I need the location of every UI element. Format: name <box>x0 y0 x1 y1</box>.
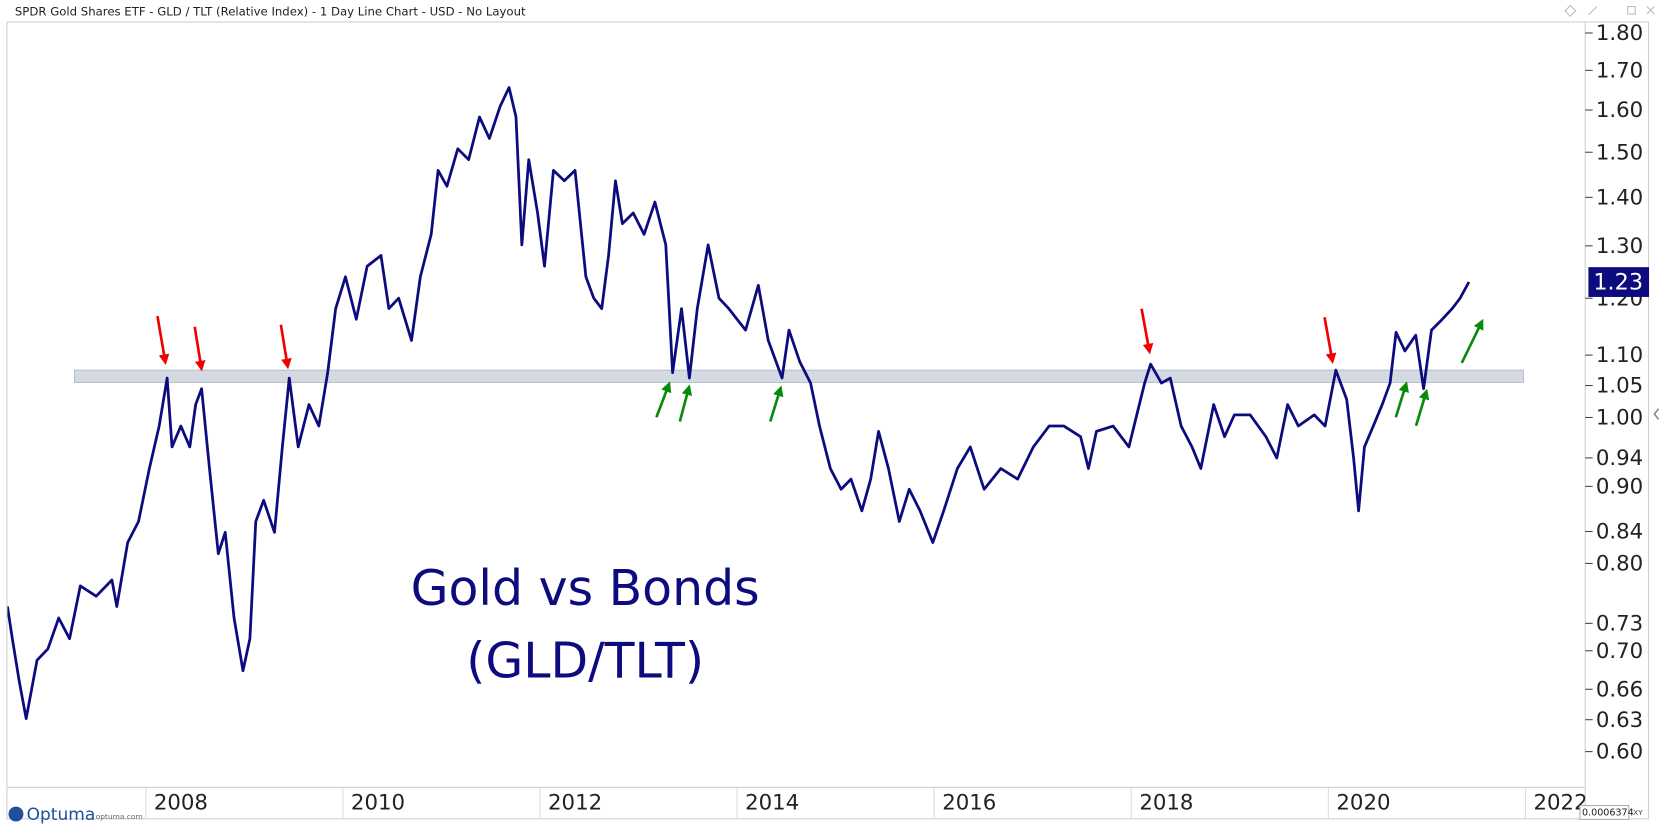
collapse-icon[interactable] <box>1653 408 1660 420</box>
readout-mode[interactable]: XY <box>1633 808 1643 817</box>
arrows <box>156 308 1484 427</box>
plot-area <box>7 86 1525 721</box>
y-tick-label: 1.10 <box>1596 343 1643 368</box>
y-tick-label: 1.70 <box>1596 58 1643 83</box>
logo: Optuma optuma.com <box>8 805 143 825</box>
y-tick-label: 1.60 <box>1596 98 1643 123</box>
red-arrow <box>1323 316 1337 364</box>
y-tick-label: 1.80 <box>1596 21 1643 46</box>
readout: 0.0006374 <box>1582 807 1634 818</box>
green-arrow <box>768 385 784 422</box>
x-tick-label: 2014 <box>745 790 799 815</box>
x-tick-label: 2022 <box>1534 790 1588 815</box>
y-tick-label: 0.80 <box>1596 551 1643 576</box>
readout-box <box>1579 805 1630 820</box>
price-line <box>7 86 1471 721</box>
y-tick-label: 0.84 <box>1596 520 1643 545</box>
green-arrow <box>655 381 672 418</box>
y-tick-label: 0.90 <box>1596 474 1643 499</box>
y-tick-label: 1.00 <box>1596 406 1643 431</box>
y-tick-label: 1.40 <box>1596 185 1643 210</box>
x-axis: 2008 2010 2012 2014 2016 2018 2020 2022 <box>145 787 1588 820</box>
frame <box>6 21 1650 820</box>
logo-mark <box>8 806 24 822</box>
x-tick-label: 2010 <box>351 790 405 815</box>
annotation: Gold vs Bonds <box>411 560 760 617</box>
y-tick-label: 0.60 <box>1596 740 1643 765</box>
y-tick-label: 0.63 <box>1596 708 1643 733</box>
logo-text: Optuma <box>27 805 96 825</box>
y-tick-label: 1.05 <box>1596 374 1643 399</box>
y-tick-label: 0.66 <box>1596 677 1643 702</box>
red-arrow <box>1140 308 1154 355</box>
last-value-label: 1.23 <box>1593 270 1643 296</box>
logo-site: optuma.com <box>96 812 143 821</box>
y-tick-label: 1.50 <box>1596 140 1643 165</box>
x-tick-label: 2016 <box>942 790 996 815</box>
y-tick-label: 0.73 <box>1596 611 1643 636</box>
green-arrow <box>678 384 693 422</box>
green-arrow <box>1414 388 1430 427</box>
last-value-box <box>1588 267 1650 297</box>
red-arrow <box>156 315 170 366</box>
x-tick-label: 2008 <box>154 790 208 815</box>
x-tick-label: 2012 <box>548 790 602 815</box>
x-tick-label: 2020 <box>1336 790 1390 815</box>
red-arrow <box>193 326 206 372</box>
green-arrow <box>1460 318 1484 364</box>
chart-title: SPDR Gold Shares ETF - GLD / TLT (Relati… <box>15 4 526 18</box>
y-tick-label: 0.94 <box>1596 446 1643 471</box>
y-tick-label: 0.70 <box>1596 639 1643 664</box>
y-axis: 1.801.701.601.501.401.301.201.101.051.00… <box>1585 21 1643 765</box>
support-zone <box>73 369 1525 383</box>
red-arrow <box>279 324 292 370</box>
annotation: (GLD/TLT) <box>466 633 704 690</box>
y-tick-label: 1.30 <box>1596 234 1643 259</box>
green-arrow <box>1394 381 1409 418</box>
x-tick-label: 2018 <box>1139 790 1193 815</box>
window-icons <box>1564 4 1655 17</box>
